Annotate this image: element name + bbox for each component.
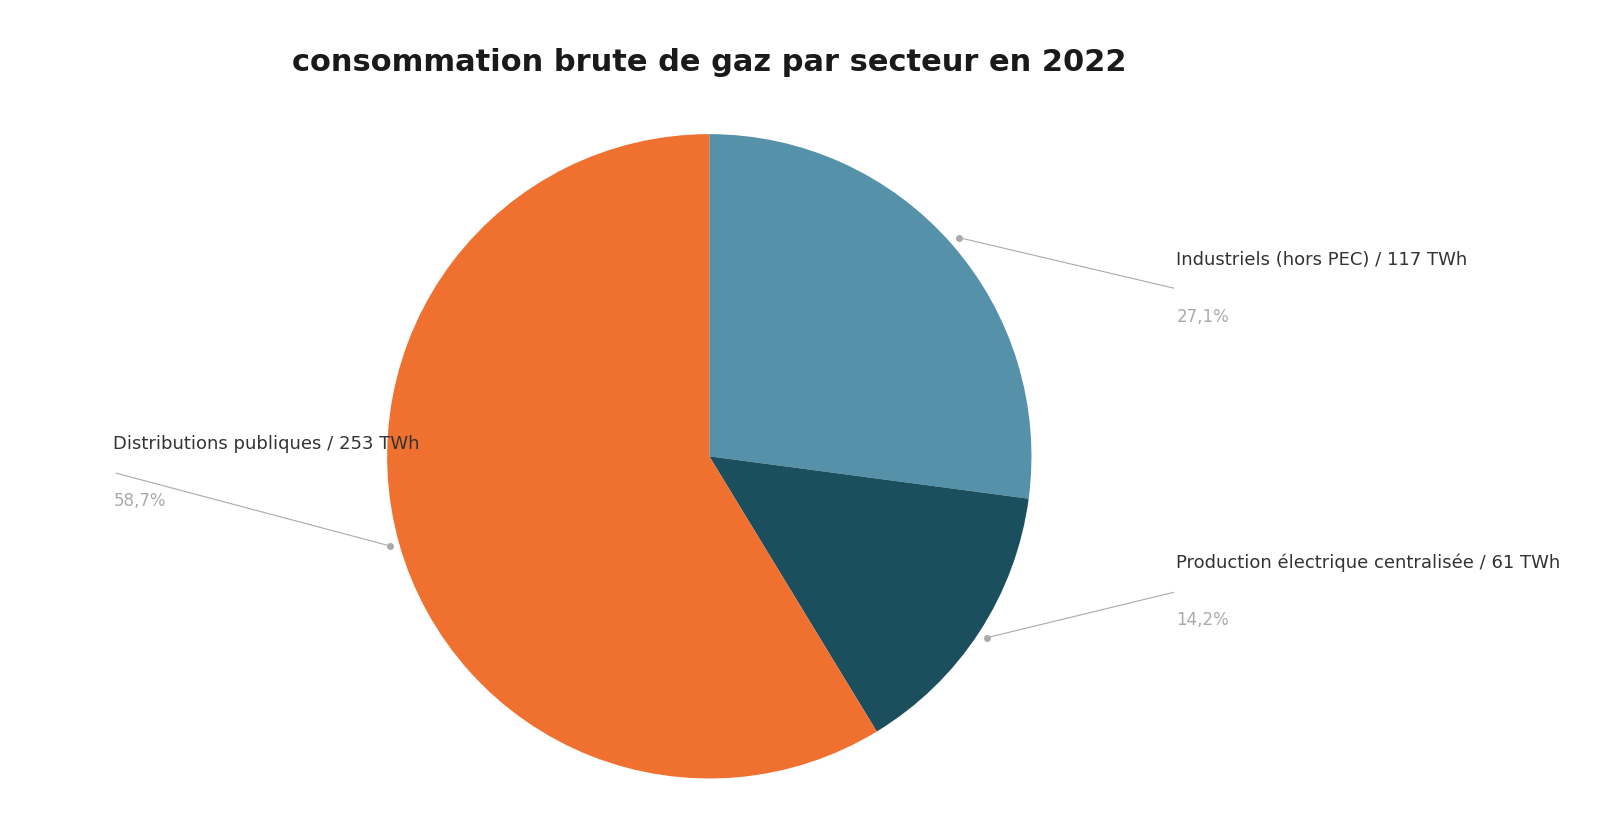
Text: Distributions publiques / 253 TWh: Distributions publiques / 253 TWh (114, 435, 419, 453)
Wedge shape (709, 134, 1032, 499)
Text: 58,7%: 58,7% (114, 492, 166, 510)
Text: 14,2%: 14,2% (1176, 611, 1229, 629)
Wedge shape (709, 456, 1029, 732)
Wedge shape (387, 134, 877, 778)
Text: Industriels (hors PEC) / 117 TWh: Industriels (hors PEC) / 117 TWh (1176, 252, 1467, 270)
Title: consommation brute de gaz par secteur en 2022: consommation brute de gaz par secteur en… (293, 48, 1126, 77)
Text: Production électrique centralisée / 61 TWh: Production électrique centralisée / 61 T… (1176, 554, 1560, 572)
Text: 27,1%: 27,1% (1176, 308, 1229, 326)
